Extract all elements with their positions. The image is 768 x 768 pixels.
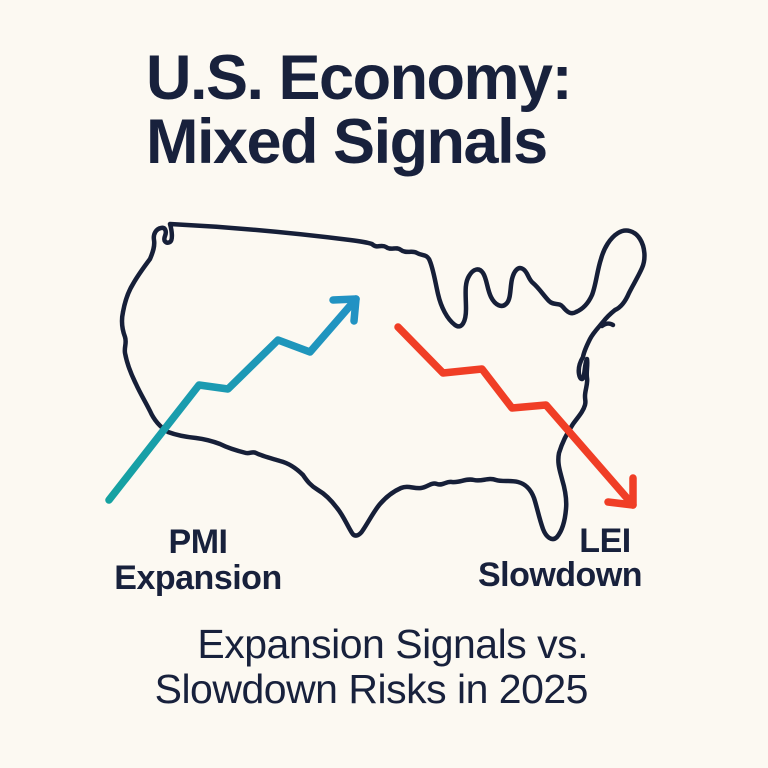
pmi-label-line-2: Expansion [114,559,282,597]
us-map-outline [119,221,647,542]
subtitle: Expansion Signals vs. Slowdown Risks in … [154,621,589,712]
up-trend-line [105,295,360,504]
pmi-label-line-1: PMI [168,523,228,561]
title-line-1: U.S. Economy: [146,43,573,113]
subtitle-line-2: Slowdown Risks in 2025 [154,666,589,712]
down-arrowhead [604,474,637,509]
lei-down-arrow-icon [394,323,637,509]
label-lei: LEI [579,522,631,560]
down-trend-line [394,323,637,509]
label-pmi-expansion: PMI Expansion [114,523,282,597]
page-title: U.S. Economy: Mixed Signals [146,43,573,177]
subtitle-line-1: Expansion Signals vs. [197,621,588,667]
label-lei-slowdown: Slowdown [477,556,643,594]
long-island-outline [599,321,616,329]
title-line-2: Mixed Signals [146,107,548,177]
up-arrowhead [329,295,360,325]
pmi-up-arrow-icon [105,295,360,504]
